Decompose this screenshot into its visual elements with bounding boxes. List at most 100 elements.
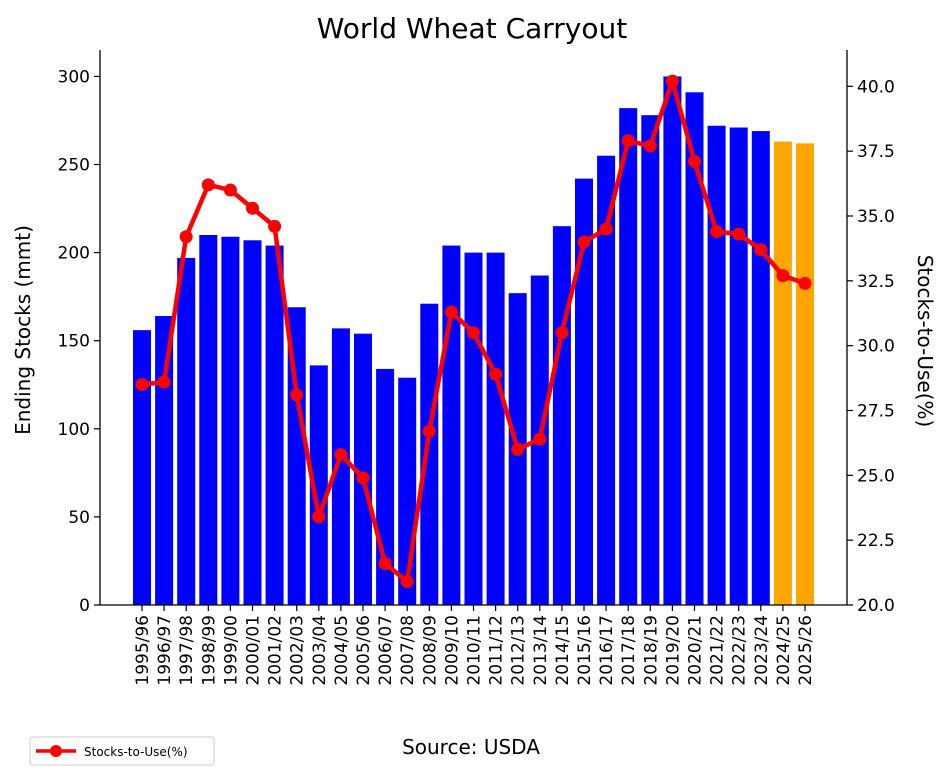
line-point bbox=[135, 378, 149, 392]
legend-label: Stocks-to-Use(%) bbox=[84, 745, 188, 759]
x-tick-label: 2022/23 bbox=[730, 615, 750, 686]
y2-tick-label: 22.5 bbox=[857, 531, 895, 551]
axes-layer: 0 50 100 150 200 250 300 20.0 22.5 25.0 27.5 30.0 32… bbox=[58, 50, 895, 686]
legend-marker-swatch bbox=[50, 745, 62, 757]
x-tick-label: 1996/97 bbox=[155, 615, 175, 686]
line-point bbox=[710, 225, 724, 239]
line-point bbox=[555, 326, 569, 340]
line-point bbox=[290, 388, 304, 402]
source-text: Source: USDA bbox=[402, 735, 540, 759]
bar bbox=[177, 257, 196, 605]
bar bbox=[243, 240, 262, 606]
bar bbox=[575, 178, 593, 605]
bar bbox=[663, 76, 682, 606]
y-tick-label: 150 bbox=[58, 332, 90, 352]
y2-tick-label: 20.0 bbox=[857, 596, 895, 616]
x-tick-label: 2008/09 bbox=[420, 615, 440, 686]
bar bbox=[464, 252, 483, 605]
line-point bbox=[798, 276, 812, 290]
bar bbox=[287, 307, 306, 605]
x-tick-label: 2007/08 bbox=[398, 615, 418, 686]
line-point bbox=[533, 432, 547, 446]
line-point bbox=[688, 155, 701, 169]
bar bbox=[707, 125, 726, 605]
x-tick-label: 2010/11 bbox=[465, 615, 485, 686]
x-tick-label: 2014/15 bbox=[553, 615, 573, 686]
line-point bbox=[223, 183, 237, 197]
bar bbox=[685, 92, 704, 606]
line-point bbox=[378, 557, 392, 570]
y2-tick-label: 40.0 bbox=[857, 77, 895, 97]
line-point bbox=[489, 367, 503, 381]
line-point bbox=[643, 139, 657, 153]
line-point bbox=[400, 575, 414, 589]
x-tick-label: 2024/25 bbox=[774, 615, 794, 686]
line-point bbox=[732, 227, 746, 241]
line-point bbox=[334, 448, 348, 462]
x-tick-label: 2000/01 bbox=[244, 615, 264, 686]
y-tick-label: 300 bbox=[58, 67, 90, 87]
y2-tick-label: 35.0 bbox=[857, 207, 895, 227]
y2-tick-label: 37.5 bbox=[857, 142, 895, 162]
x-tick-label: 2017/18 bbox=[619, 615, 639, 686]
x-tick-label: 1999/00 bbox=[221, 615, 241, 686]
bar bbox=[552, 226, 571, 605]
x-tick-label: 2013/14 bbox=[531, 615, 551, 686]
line-point bbox=[179, 230, 193, 244]
bar bbox=[155, 316, 174, 605]
y-tick-label: 100 bbox=[58, 420, 90, 440]
bar bbox=[133, 330, 151, 605]
bar bbox=[420, 303, 439, 605]
y2-tick-label: 32.5 bbox=[857, 272, 895, 292]
line-point bbox=[467, 326, 480, 340]
x-tick-label: 2020/21 bbox=[686, 615, 706, 686]
bar bbox=[442, 245, 461, 605]
x-tick-label: 1995/96 bbox=[133, 615, 153, 686]
x-tick-label: 2019/20 bbox=[663, 615, 683, 686]
y-tick-label: 0 bbox=[79, 596, 90, 616]
line-point bbox=[422, 424, 436, 438]
chart-title: World Wheat Carryout bbox=[317, 12, 628, 45]
bar bbox=[751, 131, 770, 606]
y-tick-label: 200 bbox=[58, 244, 90, 264]
bar bbox=[309, 365, 328, 605]
line-point bbox=[577, 235, 591, 249]
x-tick-label: 2011/12 bbox=[487, 615, 507, 686]
y2-axis-title: Stocks-to-Use(%) bbox=[913, 255, 937, 428]
y2-tick-label: 25.0 bbox=[857, 466, 895, 486]
bar bbox=[619, 108, 638, 605]
line-point bbox=[312, 510, 326, 524]
line-point bbox=[511, 442, 525, 456]
line-point bbox=[268, 219, 282, 233]
bar bbox=[331, 328, 350, 605]
x-tick-label: 2021/22 bbox=[708, 615, 728, 686]
line-point bbox=[776, 269, 790, 283]
x-tick-label: 2018/19 bbox=[641, 615, 661, 686]
y2-tick-label: 30.0 bbox=[857, 337, 895, 357]
bar bbox=[597, 155, 616, 605]
x-tick-label: 1997/98 bbox=[177, 615, 197, 686]
line-point bbox=[201, 178, 215, 192]
line-point bbox=[754, 243, 768, 257]
line-point bbox=[599, 222, 613, 236]
bar bbox=[265, 245, 284, 605]
x-tick-label: 2002/03 bbox=[288, 615, 308, 686]
x-tick-label: 2006/07 bbox=[376, 615, 396, 686]
x-tick-label: 2004/05 bbox=[332, 615, 352, 686]
line-point bbox=[621, 134, 635, 148]
line-point bbox=[356, 471, 370, 485]
bar bbox=[796, 143, 814, 605]
x-tick-label: 2023/24 bbox=[752, 615, 772, 686]
y-tick-label: 250 bbox=[58, 156, 90, 176]
bar bbox=[729, 127, 748, 606]
bar bbox=[199, 235, 218, 605]
x-tick-label: 2015/16 bbox=[575, 615, 595, 686]
legend: Stocks-to-Use(%) bbox=[29, 736, 215, 766]
x-tick-label: 2003/04 bbox=[310, 615, 330, 686]
x-tick-label: 2005/06 bbox=[354, 615, 374, 686]
y-axis-title: Ending Stocks (mmt) bbox=[11, 225, 35, 435]
bar bbox=[773, 141, 792, 605]
line-point bbox=[665, 74, 679, 88]
